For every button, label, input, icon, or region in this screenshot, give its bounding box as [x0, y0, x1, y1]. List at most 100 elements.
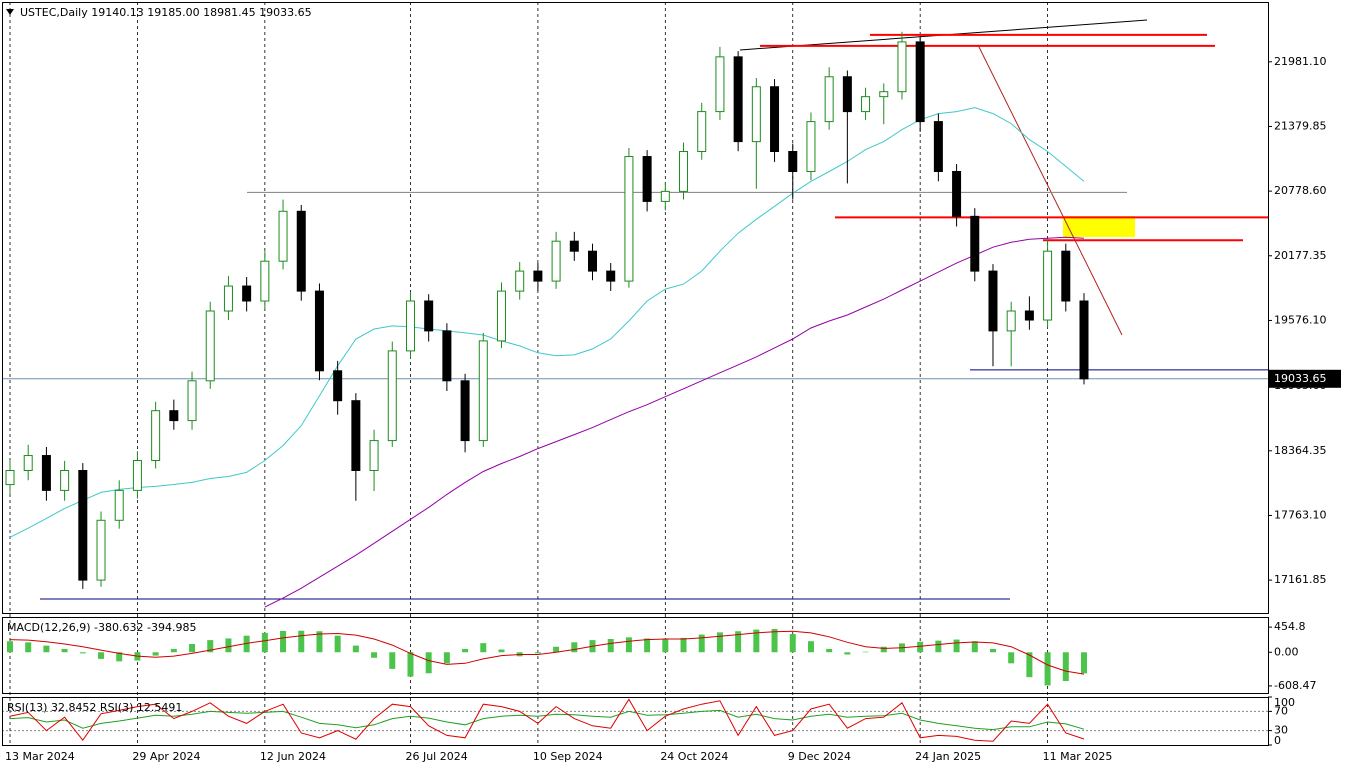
candle-body: [897, 41, 907, 93]
candle-body: [23, 455, 33, 471]
candle-body: [478, 340, 488, 442]
candle-body: [806, 121, 816, 173]
macd-bar: [771, 629, 778, 653]
highlight-zone: [1063, 216, 1135, 237]
macd-bar: [534, 652, 541, 654]
y-tick-label: 18364.35: [1274, 444, 1327, 457]
x-tick-label: 11 Mar 2025: [1043, 750, 1113, 763]
candle-body: [278, 210, 288, 262]
x-tick-label: 12 Jun 2024: [260, 750, 326, 763]
last-price-box: [1269, 369, 1341, 388]
macd-bar: [953, 639, 960, 653]
candle-body: [588, 250, 598, 272]
candle-body: [915, 41, 925, 123]
candle-body: [733, 56, 743, 143]
macd-title: MACD(12,26,9) -380.632 -394.985: [7, 621, 196, 634]
macd-bar: [1026, 652, 1033, 678]
moving-average: [264, 236, 1085, 608]
y-tick-label: 454.8: [1274, 620, 1306, 633]
macd-bar: [189, 643, 196, 653]
macd-bar: [607, 638, 614, 653]
candle-body: [369, 440, 379, 471]
y-tick-label: 0.00: [1274, 645, 1299, 658]
macd-bar: [371, 652, 378, 658]
grid-layer: [2, 2, 1268, 745]
candle-body: [223, 285, 233, 312]
candle-body: [988, 270, 998, 332]
candle-body: [1079, 300, 1089, 380]
candle-body: [642, 156, 652, 202]
candle-body: [1006, 310, 1016, 332]
macd-bar: [498, 649, 505, 653]
macd-bar: [7, 641, 13, 653]
candle-body: [660, 190, 670, 202]
candle-body: [132, 459, 142, 491]
candle-body: [60, 469, 70, 491]
candle-body: [496, 290, 506, 342]
macd-bar: [625, 637, 632, 653]
y-tick-label: 21379.85: [1274, 119, 1327, 132]
macd-bar: [98, 652, 105, 659]
macd-bar: [844, 652, 851, 655]
y-tick-label: 70: [1274, 704, 1288, 717]
chart-title: USTEC,Daily 19140.13 19185.00 18981.45 1…: [20, 6, 312, 19]
candle-body: [879, 91, 889, 98]
macd-bar: [1008, 652, 1015, 664]
x-tick-label: 29 Apr 2024: [132, 750, 200, 763]
candle-body: [679, 150, 689, 192]
marks-layer: [5, 31, 1089, 742]
candle-body: [5, 469, 15, 486]
candle-body: [78, 469, 88, 581]
y-tick-label: 20778.60: [1274, 184, 1327, 197]
candle-body: [405, 300, 415, 352]
candle-body: [387, 350, 397, 442]
x-tick-label: 24 Oct 2024: [660, 750, 728, 763]
candle-body: [788, 150, 798, 173]
candle-body: [533, 270, 543, 282]
macd-bar: [735, 631, 742, 653]
macd-bar: [389, 652, 396, 669]
candle-body: [515, 270, 525, 292]
macd-bar: [935, 640, 942, 653]
candle-body: [1043, 250, 1053, 321]
macd-bar: [480, 643, 487, 653]
rsi-title: RSI(13) 32.8452 RSI(3) 12.5491: [7, 701, 182, 714]
y-tick-label: 100: [1274, 696, 1295, 709]
macd-bar: [170, 648, 177, 653]
macd-bar: [716, 632, 723, 653]
macd-bar: [225, 638, 232, 653]
macd-bar: [698, 634, 705, 653]
macd-bar: [280, 630, 287, 653]
candle-body: [169, 410, 179, 422]
macd-bar: [152, 652, 159, 656]
y-tick-label: 17763.10: [1274, 508, 1327, 521]
y-tick-label: 19576.10: [1274, 313, 1327, 326]
candle-body: [187, 380, 197, 422]
drawings-layer: [2, 19, 1268, 600]
candle-body: [952, 171, 962, 217]
macd-bar: [571, 642, 578, 653]
macd-bar: [880, 646, 887, 653]
y-tick-label: 20177.35: [1274, 249, 1327, 262]
macd-bar: [971, 641, 978, 653]
menu-triangle: [6, 9, 14, 15]
macd-bar: [116, 652, 123, 662]
rsi-line: [9, 698, 1085, 742]
candle-body: [296, 210, 306, 292]
x-tick-label: 9 Dec 2024: [788, 750, 851, 763]
candle-body: [333, 370, 343, 402]
macd-bar: [1081, 652, 1087, 674]
x-tick-label: 10 Sep 2024: [533, 750, 603, 763]
last-price-label: 19033.65: [1274, 372, 1327, 385]
x-tick-label: 26 Jul 2024: [405, 750, 467, 763]
candle-body: [260, 260, 270, 302]
macd-bar: [826, 648, 833, 653]
candle-body: [933, 121, 943, 173]
macd-bar: [644, 638, 651, 653]
candle-body: [314, 290, 324, 372]
candle-body: [41, 455, 51, 491]
macd-bar: [61, 648, 68, 653]
macd-bar: [43, 645, 50, 653]
